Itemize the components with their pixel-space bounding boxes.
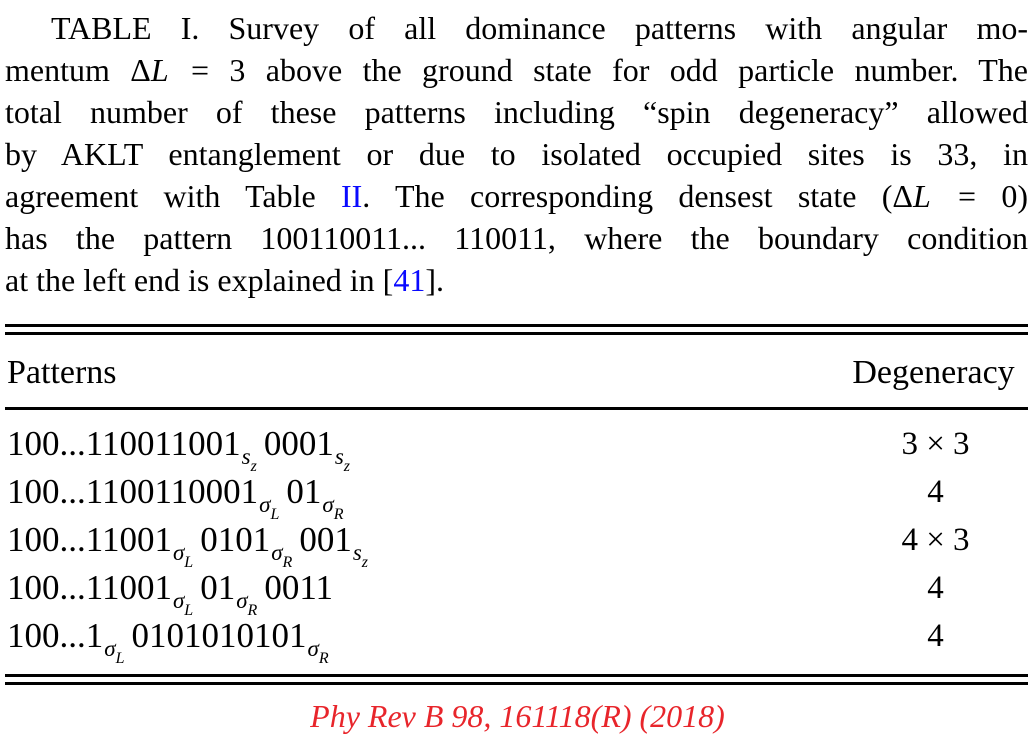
subscript-base: s: [241, 444, 251, 469]
pattern-cell: 100...11001σL0101σR001sz: [5, 520, 368, 571]
degeneracy-value: 4 × 3: [901, 521, 970, 558]
pattern-text: 100...1: [7, 616, 104, 655]
subscript-sub: R: [282, 554, 293, 571]
table-rule-top: [5, 324, 1028, 335]
caption-line: by AKLT entanglement or due to isolated …: [5, 133, 1028, 175]
pattern-text: 0001: [263, 424, 334, 463]
subscript-base: σ: [322, 492, 334, 517]
column-header-degeneracy: Degeneracy: [852, 354, 1015, 391]
pattern-text: 0101010101: [131, 616, 307, 655]
subscript-base: σ: [271, 540, 283, 565]
subscript-sub: L: [270, 506, 280, 523]
subscript-sub: z: [250, 458, 257, 475]
degeneracy-value: 4: [927, 473, 944, 510]
caption-text: by AKLT entanglement or due to isolated …: [5, 136, 1028, 172]
pattern-cell: 100...110011001sz0001sz: [5, 424, 350, 475]
subscript-sigL: σL: [173, 520, 193, 571]
subscript-sz: sz: [335, 424, 350, 475]
table-ii-link[interactable]: II: [340, 178, 363, 214]
journal-citation: Phy Rev B 98, 161118(R) (2018): [310, 698, 725, 734]
subscript-sub: L: [115, 650, 125, 667]
caption-text: at the left end is explained in [: [5, 262, 394, 298]
degeneracy-value: 3 × 3: [901, 425, 970, 462]
pattern-text: 01: [286, 472, 322, 511]
subscript-sigR: σR: [322, 472, 343, 523]
table-row: 100...1100110001σL01σR 4: [5, 468, 1028, 523]
table-header-row: Patterns Degeneracy: [5, 335, 1028, 407]
table-row: 100...110011001sz0001sz 3 × 3: [5, 420, 1028, 475]
caption-line: at the left end is explained in [41].: [5, 259, 1028, 301]
caption-text: agreement with Table: [5, 178, 341, 214]
subscript-sub: z: [343, 458, 351, 475]
subscript-sub: L: [184, 554, 194, 571]
subscript-sigR: σR: [271, 520, 292, 571]
caption-line: agreement with Table II. The correspondi…: [5, 175, 1028, 217]
caption-text: . The corresponding densest state (: [362, 178, 893, 214]
degeneracy-value: 4: [927, 617, 944, 654]
caption-line: total number of these patterns including…: [5, 91, 1028, 133]
subscript-base: σ: [172, 588, 185, 613]
table-row: 100...11001σL01σR0011 4: [5, 564, 1028, 619]
caption-line: mentum ΔL = 3 above the ground state for…: [5, 49, 1028, 91]
pattern-text: 0011: [264, 568, 334, 607]
caption-text: mentum: [5, 52, 131, 88]
subscript-base: σ: [104, 636, 116, 661]
subscript-sigL: σL: [259, 472, 279, 523]
ref-41-link[interactable]: 41: [393, 262, 426, 298]
caption-text: has the pattern 100110011... 110011, whe…: [5, 220, 1028, 256]
table-rule-bottom: [5, 674, 1028, 685]
subscript-base: s: [352, 540, 362, 565]
caption-text: ].: [425, 262, 444, 298]
footer: Phy Rev B 98, 161118(R) (2018): [0, 698, 1035, 735]
table-caption: TABLE I. Survey of all dominance pattern…: [0, 0, 1035, 301]
degeneracy-value: 4: [927, 569, 944, 606]
math-symbol: L: [150, 52, 169, 88]
math-symbol: Δ: [130, 52, 151, 88]
subscript-sigR: σR: [236, 568, 257, 619]
pattern-cell: 100...1100110001σL01σR: [5, 472, 344, 523]
caption-text: = 3 above the ground state for odd parti…: [170, 52, 1028, 88]
table-row: 100...1σL0101010101σR 4: [5, 612, 1028, 667]
subscript-sz: sz: [353, 520, 368, 571]
subscript-sub: L: [184, 602, 194, 619]
patterns-table: Patterns Degeneracy 100...110011001sz000…: [5, 324, 1028, 685]
subscript-base: σ: [307, 636, 319, 661]
table-row: 100...11001σL0101σR001sz 4 × 3: [5, 516, 1028, 571]
pattern-text: 100...11001: [7, 568, 172, 607]
pattern-cell: 100...1σL0101010101σR: [5, 616, 329, 667]
subscript-sub: z: [361, 554, 369, 571]
subscript-base: σ: [236, 588, 248, 613]
subscript-base: σ: [259, 492, 271, 517]
subscript-sigL: σL: [104, 616, 124, 667]
math-symbol: L: [912, 178, 931, 214]
pattern-cell: 100...11001σL01σR0011: [5, 568, 334, 619]
pattern-text: 01: [200, 568, 236, 607]
caption-line: has the pattern 100110011... 110011, whe…: [5, 217, 1028, 259]
pattern-text: 100...11001: [7, 520, 172, 559]
pattern-text: 100...110011001: [7, 424, 241, 463]
subscript-base: σ: [172, 540, 185, 565]
table-body: 100...110011001sz0001sz 3 × 3 100...110011…: [5, 410, 1028, 674]
header-rule: [5, 407, 1028, 410]
column-header-patterns: Patterns: [7, 354, 117, 391]
subscript-sz: sz: [242, 424, 257, 475]
pattern-text: 0101: [200, 520, 271, 559]
caption-text: total number of these patterns including…: [5, 94, 1028, 130]
subscript-sigL: σL: [173, 568, 193, 619]
caption-line: TABLE I. Survey of all dominance pattern…: [5, 7, 1028, 49]
subscript-sub: R: [247, 602, 258, 619]
pattern-text: 100...1100110001: [7, 472, 259, 511]
caption-text: = 0): [932, 178, 1029, 214]
caption-text: TABLE I. Survey of all dominance pattern…: [51, 10, 1028, 46]
pattern-text: 001: [299, 520, 352, 559]
subscript-sub: R: [333, 506, 344, 523]
subscript-base: s: [334, 444, 344, 469]
subscript-sub: R: [318, 650, 329, 667]
subscript-sigR: σR: [308, 616, 329, 667]
math-symbol: Δ: [892, 178, 913, 214]
